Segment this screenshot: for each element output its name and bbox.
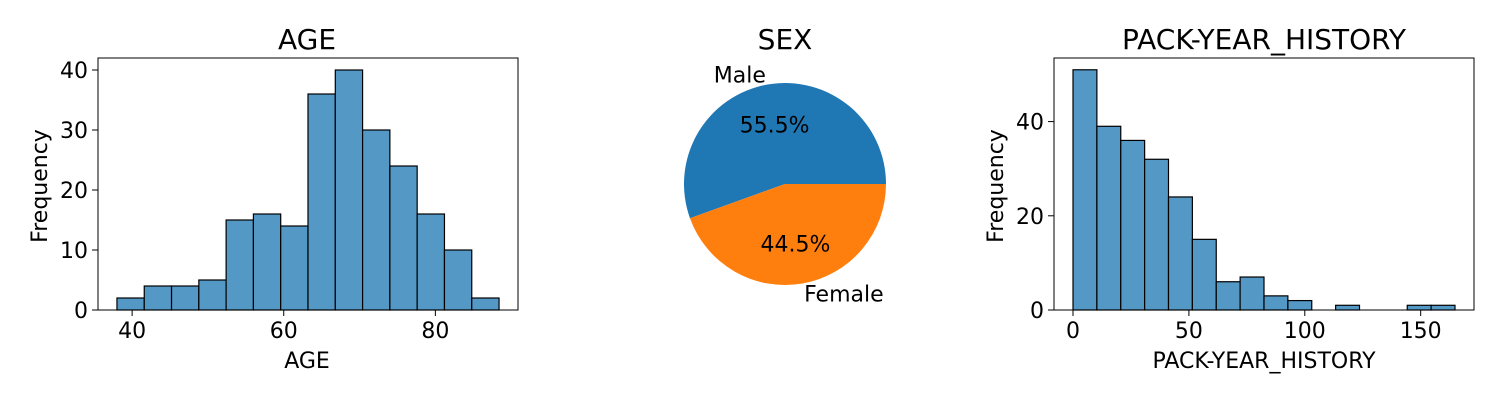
pack-year-bar <box>1144 158 1170 311</box>
age-y-tick-label: 10 <box>60 239 88 264</box>
age-bar <box>443 249 473 311</box>
pack-year-x-axis-label: PACK-YEAR_HISTORY <box>1152 349 1376 374</box>
pack-year-bar <box>1430 304 1456 311</box>
pack-year-bar <box>1215 281 1241 311</box>
pack-year-y-tick-label: 0 <box>1030 299 1044 324</box>
sex-pie-chart: SEX Male 55.5% Female 44.5% <box>683 23 886 307</box>
pack-year-bar <box>1191 238 1217 311</box>
pack-year-bar <box>1335 304 1361 311</box>
pie-slice-male <box>683 82 886 219</box>
age-bar <box>361 129 391 311</box>
pie-label-male: Male <box>714 64 766 89</box>
age-bar <box>416 213 446 311</box>
pie-percent-male: 55.5% <box>740 113 810 138</box>
age-x-tick-label: 40 <box>118 319 146 344</box>
age-bar <box>143 285 173 311</box>
age-y-tick-label: 40 <box>60 59 88 84</box>
age-bar <box>170 285 200 311</box>
pack-year-x-tick-label: 50 <box>1175 319 1203 344</box>
pack-year-bar <box>1072 69 1098 311</box>
age-x-axis-label: AGE <box>284 349 330 374</box>
pack-year-histogram: PACK-YEAR_HISTORY 0 50 100 150 0 20 40 PACK-YE… <box>984 23 1475 374</box>
age-bar <box>198 279 227 311</box>
pack-year-bar <box>1120 139 1146 311</box>
age-bar <box>116 297 145 311</box>
pack-year-y-tick-label: 40 <box>1016 111 1044 136</box>
pack-year-y-axis-label: Frequency <box>984 129 1009 243</box>
pack-year-bar <box>1239 276 1265 311</box>
pack-year-bar <box>1096 125 1122 311</box>
age-bar <box>225 219 255 311</box>
age-bar <box>252 213 282 311</box>
age-y-tick-label: 0 <box>74 299 88 324</box>
age-chart-title: AGE <box>278 23 336 56</box>
sex-chart-title: SEX <box>758 23 813 56</box>
pie-label-female: Female <box>804 282 884 307</box>
pack-year-bar <box>1287 299 1313 311</box>
age-bar <box>471 297 500 311</box>
age-bar <box>307 93 336 311</box>
pack-year-x-tick-label: 100 <box>1284 319 1326 344</box>
age-bar <box>280 225 309 311</box>
pack-year-bar <box>1263 295 1289 311</box>
pie-slice-female <box>689 184 886 285</box>
age-bar <box>389 165 418 311</box>
age-histogram: AGE 40 60 80 0 10 20 30 40 AGE Frequency <box>28 23 519 374</box>
pack-year-chart-title: PACK-YEAR_HISTORY <box>1122 23 1407 56</box>
age-x-tick-label: 80 <box>421 319 449 344</box>
pack-year-y-tick-label: 20 <box>1016 205 1044 230</box>
pack-year-axes-frame <box>1053 57 1475 311</box>
pack-year-bar <box>1406 304 1432 311</box>
pack-year-x-tick-label: 150 <box>1400 319 1442 344</box>
age-axes-frame <box>97 57 519 311</box>
age-x-tick-label: 60 <box>270 319 298 344</box>
age-bar <box>334 69 364 311</box>
pack-year-x-tick-label: 0 <box>1066 319 1080 344</box>
age-y-axis-label: Frequency <box>28 129 53 243</box>
age-y-tick-label: 30 <box>60 119 88 144</box>
age-y-tick-label: 20 <box>60 179 88 204</box>
pack-year-bar <box>1167 196 1193 311</box>
pie-percent-female: 44.5% <box>760 233 830 258</box>
